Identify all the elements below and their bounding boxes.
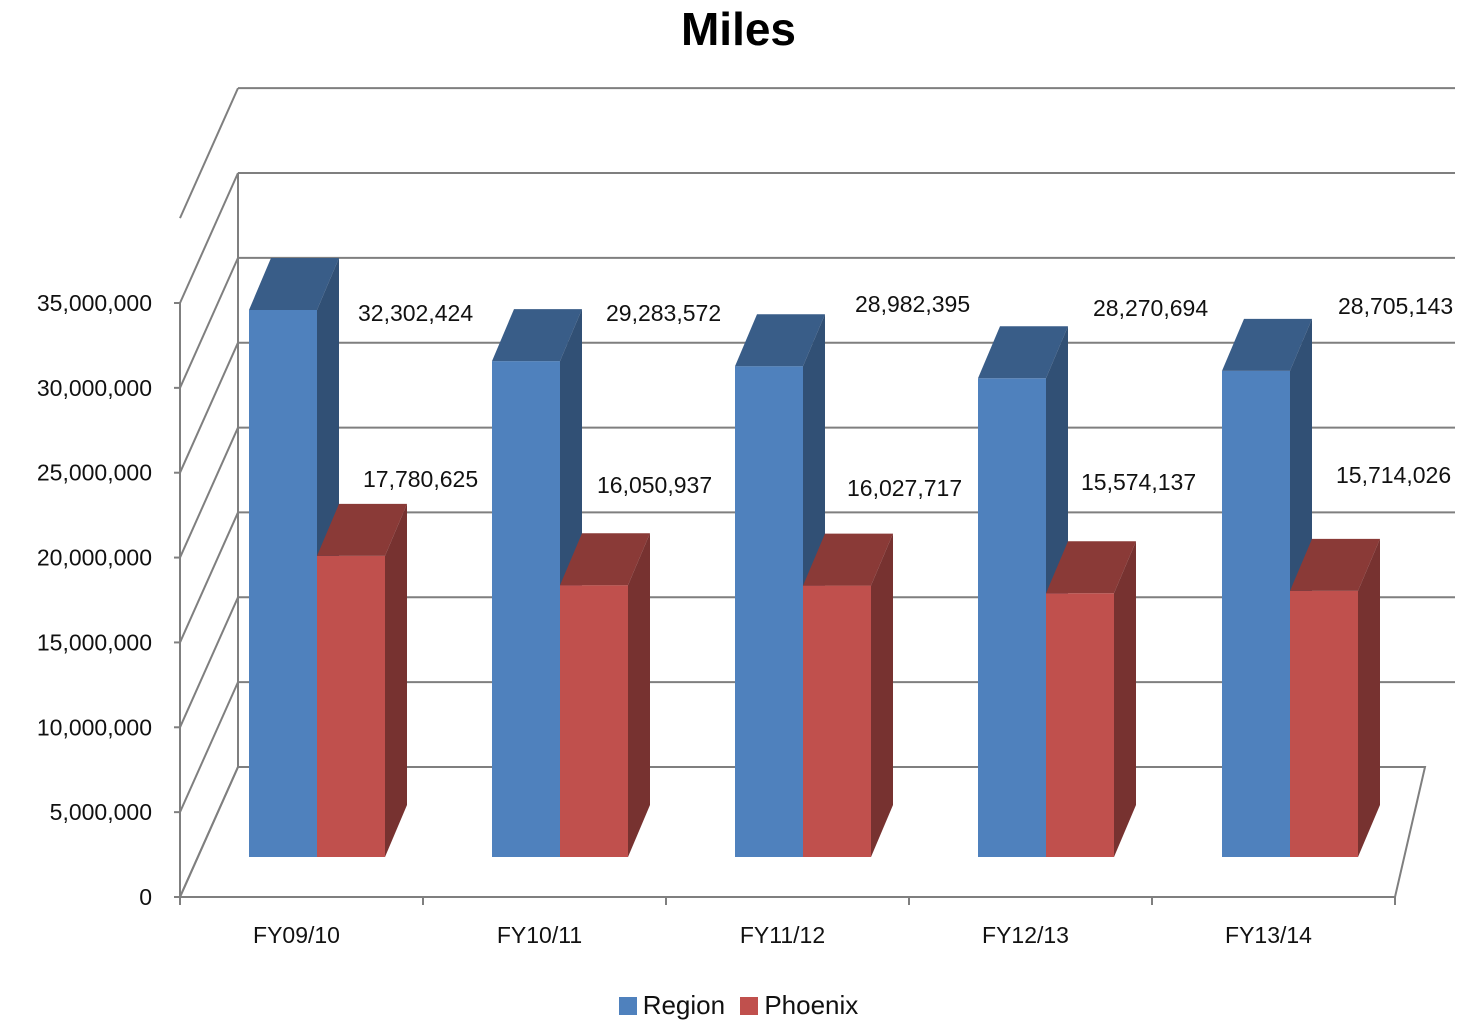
x-tick-label: FY10/11 <box>497 922 582 948</box>
legend-item-region: Region <box>618 990 726 1021</box>
data-label-phoenix: 15,574,137 <box>1081 469 1196 495</box>
bar-front <box>317 555 385 857</box>
data-label-phoenix: 17,780,625 <box>363 466 478 492</box>
bar-top <box>803 533 893 586</box>
bar-front <box>803 585 871 857</box>
bar-top <box>492 309 582 362</box>
bar-side <box>628 533 650 857</box>
gridline-side <box>179 766 239 898</box>
y-tick-label: 25,000,000 <box>37 460 152 486</box>
bar-top <box>1046 541 1136 594</box>
data-label-region: 28,982,395 <box>855 291 970 317</box>
x-tick-label: FY09/10 <box>253 922 340 948</box>
bar-phoenix-0 <box>317 503 407 857</box>
bar-front <box>978 378 1046 857</box>
y-tick-label: 35,000,000 <box>37 290 152 316</box>
y-tick-label: 0 <box>139 884 152 910</box>
gridline-side <box>179 596 239 728</box>
bar-phoenix-4 <box>1290 538 1380 857</box>
bar-side <box>1358 538 1380 857</box>
y-tick-label: 30,000,000 <box>37 375 152 401</box>
gridline-side <box>179 681 239 813</box>
chart-title: Miles <box>680 3 797 55</box>
data-label-region: 28,705,143 <box>1338 293 1453 319</box>
x-tick-label: FY11/12 <box>740 922 825 948</box>
data-label-region: 32,302,424 <box>358 300 473 326</box>
gridline-side <box>179 257 239 389</box>
legend-label-region: Region <box>642 990 726 1020</box>
bar-top <box>317 503 407 556</box>
gridline-side <box>179 87 239 219</box>
bar-front <box>735 366 803 857</box>
x-axis-labels: FY09/10 FY10/11 FY11/12 FY12/13 FY13/14 <box>253 922 1312 948</box>
bar-phoenix-3 <box>1046 541 1136 857</box>
y-tick-label: 15,000,000 <box>37 629 152 655</box>
bar-top <box>978 326 1068 379</box>
bar-top <box>1290 538 1380 591</box>
gridline-side <box>179 172 239 304</box>
legend-swatch-phoenix <box>740 997 759 1015</box>
y-tick-label: 10,000,000 <box>37 714 152 740</box>
bar-front <box>492 361 560 857</box>
bar-top <box>735 314 825 367</box>
y-tick-label: 5,000,000 <box>50 799 152 825</box>
axes <box>179 303 1396 905</box>
data-label-phoenix: 15,714,026 <box>1336 462 1451 488</box>
bar-top <box>249 258 339 310</box>
legend-swatch-region <box>618 997 637 1015</box>
data-label-phoenix: 16,050,937 <box>597 472 712 498</box>
legend-item-phoenix: Phoenix <box>740 990 858 1021</box>
x-tick-label: FY12/13 <box>982 922 1069 948</box>
bar-side <box>1114 541 1136 857</box>
bar-side <box>385 503 407 857</box>
bar-front <box>1290 590 1358 857</box>
legend: Region Phoenix <box>0 990 1477 1021</box>
y-axis-ticks: 0 5,000,000 10,000,000 15,000,000 20,000,000… <box>37 290 180 910</box>
x-tick-label: FY13/14 <box>1225 922 1312 948</box>
bar-front <box>1046 593 1114 857</box>
gridline-side <box>179 427 239 558</box>
legend-label-phoenix: Phoenix <box>764 990 859 1020</box>
data-label-region: 28,270,694 <box>1093 295 1208 321</box>
gridline-side <box>179 512 239 643</box>
bar-top <box>560 533 650 586</box>
bar-phoenix-1 <box>560 533 650 857</box>
y-tick-label: 20,000,000 <box>37 545 152 571</box>
gridline-side <box>179 342 239 474</box>
bar-front <box>560 585 628 857</box>
bar-phoenix-2 <box>803 533 893 857</box>
bars <box>249 258 1380 858</box>
bar-side <box>871 533 893 857</box>
bar-front <box>1222 370 1290 857</box>
data-labels: 32,302,424 17,780,625 29,283,572 16,050,937… <box>358 291 1453 501</box>
bar-top <box>1222 318 1312 371</box>
data-label-phoenix: 16,027,717 <box>847 475 962 501</box>
bar-front <box>249 310 317 857</box>
data-label-region: 29,283,572 <box>606 300 721 326</box>
